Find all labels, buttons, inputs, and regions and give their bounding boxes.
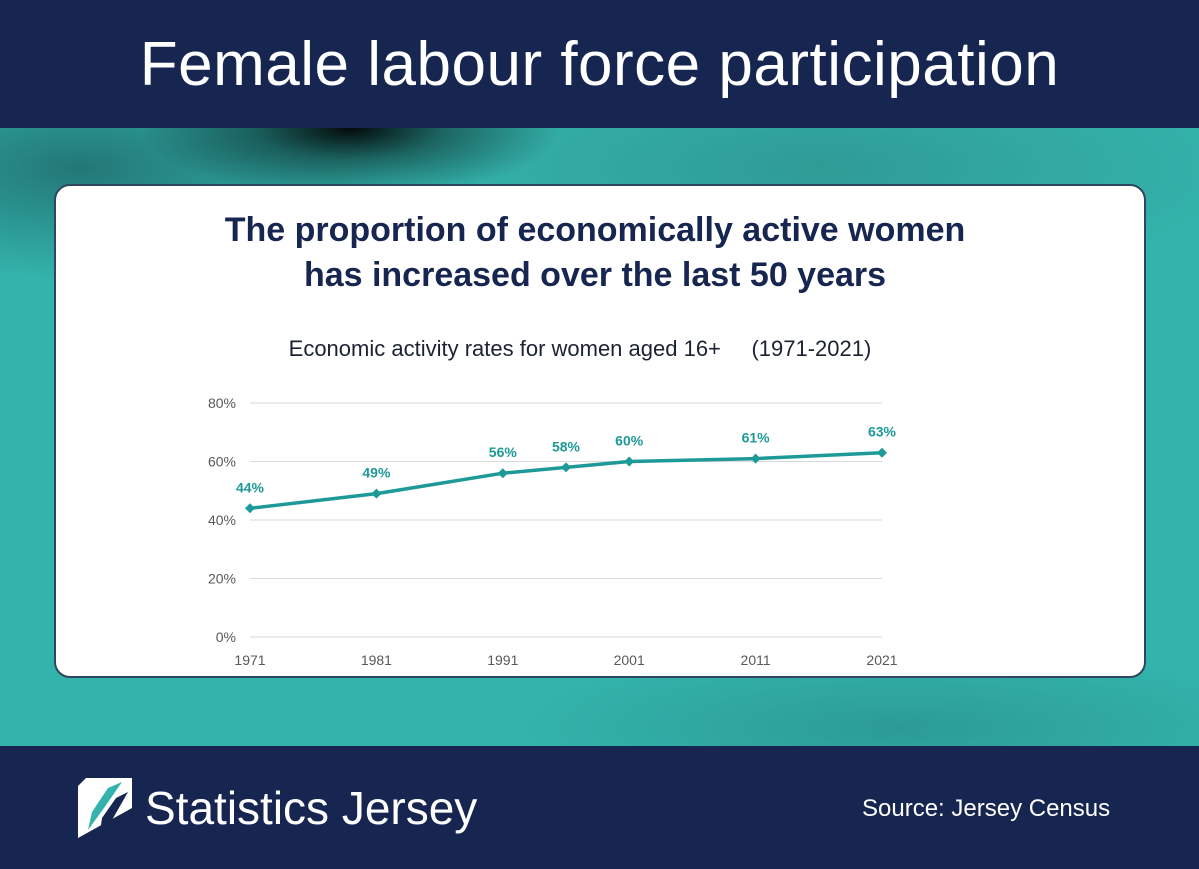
data-point-marker (624, 456, 635, 467)
data-point-marker (497, 468, 508, 479)
x-axis-ticks: 1971 1981 1991 2001 2011 2021 (234, 652, 897, 668)
page-title: Female labour force participation (139, 29, 1060, 99)
data-point-marker (245, 503, 255, 514)
x-tick-label: 1991 (487, 652, 518, 668)
footer-banner (0, 746, 1199, 869)
series-layer (245, 447, 887, 514)
data-label: 63% (868, 424, 897, 440)
y-tick-label: 20% (208, 571, 236, 587)
x-tick-label: 1981 (361, 652, 392, 668)
y-tick-label: 60% (208, 454, 236, 470)
y-tick-label: 0% (216, 629, 236, 645)
y-tick-label: 40% (208, 512, 236, 528)
source-note: Source: Jersey Census (862, 795, 1111, 822)
x-tick-label: 2021 (866, 652, 897, 668)
chart-card (54, 184, 1146, 678)
brand-name: Statistics Jersey (145, 782, 478, 834)
headline-line-1: The proportion of economically active wo… (224, 211, 966, 249)
x-tick-label: 2001 (614, 652, 645, 668)
x-tick-label: 1971 (234, 652, 265, 668)
data-label: 61% (742, 430, 771, 446)
data-label: 49% (362, 465, 391, 481)
data-point-marker (750, 453, 761, 464)
data-labels: 44% 49% 56% 58% 60% 61% 63% (236, 424, 897, 496)
data-label: 58% (552, 438, 581, 454)
chart-title: Economic activity rates for women aged 1… (288, 336, 872, 361)
statistics-jersey-logo-icon (78, 778, 132, 838)
header-banner: Female labour force participation (0, 0, 1199, 130)
y-tick-label: 80% (208, 395, 236, 411)
gridlines (250, 402, 882, 638)
y-axis-ticks: 0% 20% 40% 60% 80% (208, 395, 236, 645)
data-point-marker (561, 462, 571, 473)
data-point-marker (371, 488, 382, 499)
x-tick-label: 2011 (741, 652, 771, 668)
data-label: 60% (615, 433, 644, 449)
headline-line-2: has increased over the last 50 years (303, 256, 887, 294)
data-label: 56% (489, 444, 518, 460)
data-point-marker (877, 447, 887, 458)
headline: The proportion of economically active wo… (0, 208, 1190, 298)
data-label: 44% (236, 479, 265, 495)
